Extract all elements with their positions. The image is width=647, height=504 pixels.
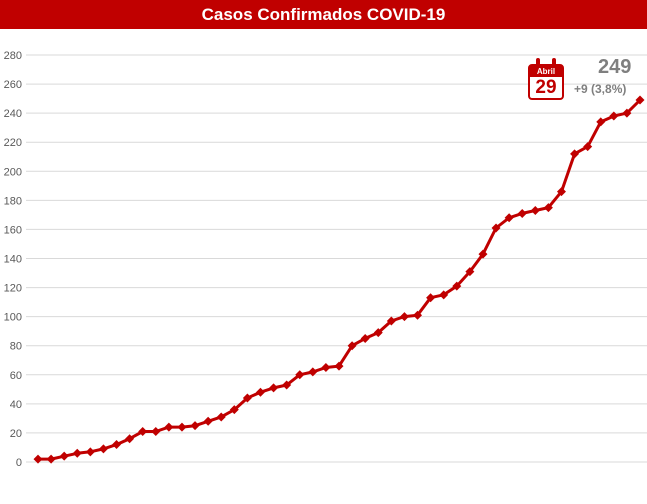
data-point [255, 387, 265, 397]
y-tick-label: 180 [4, 195, 22, 207]
y-tick-label: 240 [4, 108, 22, 120]
y-tick-label: 260 [4, 79, 22, 91]
data-point [360, 333, 370, 343]
data-point [478, 249, 488, 259]
daily-change: +9 (3,8%) [574, 82, 627, 96]
data-point [203, 416, 213, 426]
y-tick-label: 160 [4, 224, 22, 236]
y-axis-tick-labels: 0 20 40 60 80 100 120 140 160 180 200 220 240 260 280 [4, 50, 22, 469]
data-point [177, 422, 187, 432]
data-point [269, 383, 279, 393]
data-point [622, 108, 632, 118]
data-point [609, 111, 619, 121]
data-point [46, 454, 56, 464]
data-point [491, 223, 501, 233]
series-line [38, 99, 642, 461]
latest-value-callout: Abril 29 249 +9 (3,8%) [526, 56, 646, 104]
data-point [583, 142, 593, 152]
data-point [125, 434, 135, 444]
data-point [164, 422, 174, 432]
y-tick-label: 100 [4, 312, 22, 324]
data-point [386, 316, 396, 326]
data-point [72, 448, 82, 458]
data-point [517, 208, 527, 218]
grid-lines [26, 54, 647, 463]
calendar-day: 29 [535, 77, 557, 98]
y-tick-label: 200 [4, 166, 22, 178]
data-point [33, 454, 43, 464]
data-point [229, 405, 239, 415]
data-point [426, 293, 436, 303]
data-point [282, 380, 292, 390]
data-point [399, 312, 409, 322]
data-point [295, 370, 305, 380]
data-point [321, 363, 331, 373]
data-point [530, 206, 540, 216]
data-point [138, 426, 148, 436]
y-tick-label: 80 [10, 341, 22, 353]
data-point [413, 310, 423, 320]
data-point [452, 281, 462, 291]
calendar-month: Abril [530, 66, 562, 77]
data-point [347, 341, 357, 351]
data-point [570, 149, 580, 159]
total-cases: 249 [598, 56, 632, 78]
data-point [439, 290, 449, 300]
chart-title: Casos Confirmados COVID-19 [0, 0, 647, 29]
data-point [190, 421, 200, 431]
y-tick-label: 280 [4, 50, 22, 62]
data-point [504, 213, 514, 223]
y-tick-label: 40 [10, 399, 22, 411]
data-point [334, 361, 344, 371]
data-point [556, 187, 566, 197]
data-point [112, 440, 122, 450]
y-tick-label: 120 [4, 283, 22, 295]
data-point [635, 95, 645, 105]
calendar-icon: Abril 29 [528, 58, 568, 100]
data-point [85, 447, 95, 457]
data-point [151, 426, 161, 436]
y-tick-label: 20 [10, 428, 22, 440]
y-tick-label: 60 [10, 370, 22, 382]
data-point [308, 367, 318, 377]
data-point [543, 203, 553, 213]
data-point [465, 267, 475, 277]
y-tick-label: 140 [4, 254, 22, 266]
y-tick-label: 220 [4, 137, 22, 149]
data-point [216, 412, 226, 422]
data-point [59, 451, 69, 461]
series-cases [33, 95, 645, 464]
data-point [596, 117, 606, 127]
y-tick-label: 0 [16, 457, 22, 469]
data-point [373, 328, 383, 338]
data-point [242, 393, 252, 403]
data-point [98, 444, 108, 454]
